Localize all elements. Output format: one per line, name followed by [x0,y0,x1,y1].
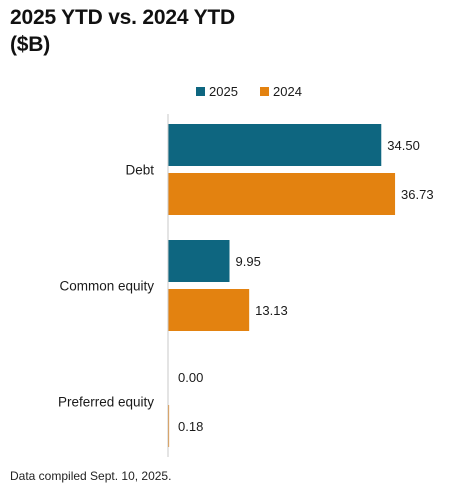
title-line-2: ($B) [10,33,51,56]
footnote: Data compiled Sept. 10, 2025. [10,469,172,483]
bar-2025-common-equity [168,240,230,282]
value-label-2024-preferred-equity: 0.18 [178,419,203,434]
bar-2024-debt [168,173,396,215]
value-label-2025-debt: 34.50 [387,138,420,153]
bar-chart: 2025 2024 34.50 36.73 Debt 9.95 13.13 Common eq… [58,84,434,457]
bar-2024-preferred-equity [168,405,170,447]
category-label-common-equity: Common equity [59,279,154,294]
legend-label-2024: 2024 [273,84,302,99]
legend-swatch-2024 [260,87,269,96]
category-label-preferred-equity: Preferred equity [58,395,154,410]
category-label-debt: Debt [125,163,154,178]
bar-2024-common-equity [168,289,250,331]
value-label-2024-debt: 36.73 [401,187,434,202]
value-label-2024-common-equity: 13.13 [255,303,288,318]
value-label-2025-common-equity: 9.95 [236,254,261,269]
value-label-2025-preferred-equity: 0.00 [178,370,203,385]
bar-2025-debt [168,124,382,166]
chart-title: 2025 YTD vs. 2024 YTD ($B) [10,4,430,58]
legend-label-2025: 2025 [209,84,238,99]
title-line-1: 2025 YTD vs. 2024 YTD [10,6,236,29]
legend-swatch-2025 [196,87,205,96]
